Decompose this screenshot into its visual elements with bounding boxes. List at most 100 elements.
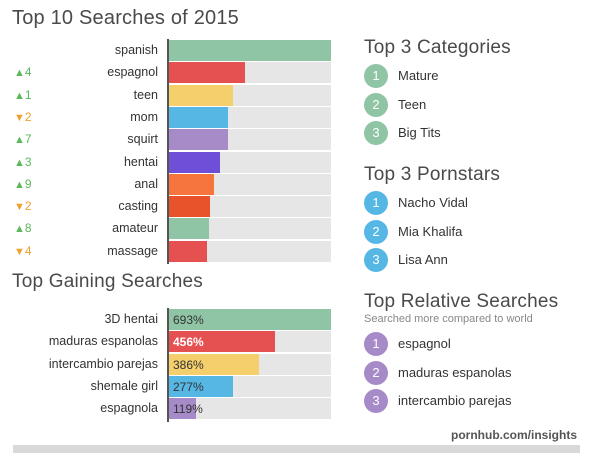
rank-number-badge: 1 <box>364 64 388 88</box>
top10-bar <box>168 151 221 173</box>
bar-track: 456% <box>168 331 331 353</box>
arrow-down-icon: ▼ <box>14 245 25 258</box>
rank-change-value: 8 <box>24 221 32 236</box>
relative-item-label: espagnol <box>398 336 451 351</box>
pornstars-item-label: Nacho Vidal <box>398 195 468 210</box>
rank-change-value: 9 <box>24 176 32 191</box>
pornstars-item-label: Lisa Ann <box>398 252 448 267</box>
rank-change-value: 1 <box>24 87 32 102</box>
arrow-up-icon: ▲ <box>14 134 25 147</box>
gaining-value-label: 693% <box>173 313 204 327</box>
rank-change: ▲7 <box>14 132 54 146</box>
gaining-label: espagnola <box>100 401 158 416</box>
rank-change: ▼4 <box>14 244 54 258</box>
rank-number-badge: 1 <box>364 191 388 215</box>
pornstars-item[interactable]: 3 Lisa Ann <box>364 248 584 274</box>
bar-track: 119% <box>168 398 331 420</box>
top10-bar <box>168 240 208 262</box>
bar-track <box>168 106 331 128</box>
gaining-row: shemale girl 277% <box>0 374 335 398</box>
categories-item[interactable]: 2 Teen <box>364 92 584 119</box>
top10-axis <box>167 39 169 264</box>
gaining-value-label: 277% <box>173 379 204 394</box>
top10-row: ▼2 casting <box>0 194 335 218</box>
top10-bar <box>168 218 209 240</box>
top10-bar <box>168 106 229 128</box>
rank-number-badge: 3 <box>364 121 388 145</box>
bar-track <box>168 62 331 84</box>
categories-title: Top 3 Categories <box>364 37 511 58</box>
top10-label: amateur <box>112 221 158 236</box>
gaining-label: intercambio parejas <box>48 356 158 371</box>
rank-change: ▲4 <box>14 65 54 79</box>
pornstars-item[interactable]: 2 Mia Khalifa <box>364 219 584 246</box>
categories-item[interactable]: 1 Mature <box>364 64 584 90</box>
top10-row: ▲4 espagnol <box>0 60 335 84</box>
top10-row: spanish <box>0 38 335 62</box>
gaining-row: 3D hentai 693% <box>0 307 335 331</box>
rank-change-value: 2 <box>24 199 32 214</box>
top10-label: hentai <box>123 154 158 169</box>
rank-number-badge: 2 <box>364 219 388 244</box>
arrow-down-icon: ▼ <box>14 201 25 214</box>
relative-title: Top Relative Searches <box>364 291 559 312</box>
pornstars-item[interactable]: 1 Nacho Vidal <box>364 191 584 217</box>
top10-bar <box>168 129 229 151</box>
bar-track <box>168 196 331 218</box>
gaining-bar <box>168 353 259 375</box>
top10-title: Top 10 Searches of 2015 <box>12 7 239 29</box>
rank-change-value: 4 <box>24 243 32 258</box>
rank-change: ▼2 <box>14 110 54 124</box>
gaining-bar <box>168 309 331 330</box>
gaining-label: shemale girl <box>90 378 158 393</box>
gaining-row: intercambio parejas 386% <box>0 352 335 376</box>
arrow-up-icon: ▲ <box>14 223 25 236</box>
relative-item[interactable]: 3 intercambio parejas <box>364 389 584 415</box>
bar-track <box>168 40 331 61</box>
rank-number-badge: 3 <box>364 389 388 413</box>
rank-change-value: 7 <box>24 132 32 147</box>
categories-item-label: Mature <box>398 68 439 83</box>
gaining-title: Top Gaining Searches <box>12 271 203 292</box>
gaining-bar <box>168 398 196 420</box>
bar-track <box>168 84 331 106</box>
gaining-label: maduras espanolas <box>48 334 158 349</box>
pornstars-title: Top 3 Pornstars <box>364 164 501 185</box>
top10-bar <box>168 173 214 195</box>
bar-track: 277% <box>168 375 331 397</box>
rank-change-value: 2 <box>24 109 32 124</box>
top10-bar <box>168 62 245 84</box>
gaining-value-label: 119% <box>173 402 203 417</box>
rank-number-badge: 2 <box>364 92 388 117</box>
rank-change-value: 3 <box>24 154 32 169</box>
bottom-bar <box>13 445 580 453</box>
categories-item[interactable]: 3 Big Tits <box>364 121 584 147</box>
gaining-axis <box>167 308 169 422</box>
rank-change: ▼2 <box>14 199 54 213</box>
top10-label: mom <box>130 109 158 124</box>
rank-change: ▲8 <box>14 221 54 235</box>
top10-label: espagnol <box>107 65 158 80</box>
arrow-up-icon: ▲ <box>14 156 25 169</box>
top10-row: ▲9 anal <box>0 172 335 196</box>
top10-label: teen <box>133 87 158 102</box>
gaining-bar <box>168 375 234 397</box>
bar-track <box>168 240 331 262</box>
arrow-down-icon: ▼ <box>14 111 25 124</box>
gaining-bar <box>168 331 276 353</box>
gaining-label: 3D hentai <box>104 312 158 326</box>
top10-row: ▲3 hentai <box>0 150 335 174</box>
rank-change: ▲1 <box>14 88 54 102</box>
rank-number-badge: 3 <box>364 248 388 272</box>
relative-item[interactable]: 1 espagnol <box>364 332 584 358</box>
top10-bar <box>168 84 234 106</box>
relative-item[interactable]: 2 maduras espanolas <box>364 360 584 387</box>
source-link[interactable]: pornhub.com/insights <box>451 428 577 442</box>
categories-item-label: Big Tits <box>398 125 441 140</box>
top10-label: squirt <box>127 132 158 147</box>
bar-track: 386% <box>168 353 331 375</box>
top10-row: ▲8 amateur <box>0 216 335 240</box>
top10-row: ▲1 teen <box>0 83 335 107</box>
top10-row: ▼2 mom <box>0 105 335 129</box>
gaining-row: espagnola 119% <box>0 396 335 420</box>
